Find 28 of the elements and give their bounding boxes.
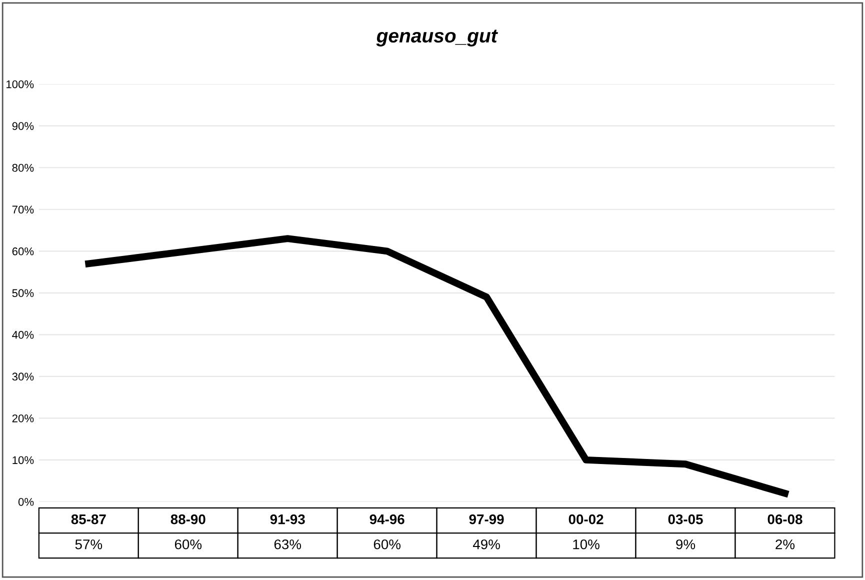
data-label: 60% [374, 539, 400, 550]
x-tick-label: 94-96 [370, 514, 404, 524]
data-label: 60% [174, 539, 202, 550]
y-tick-label: 90% [12, 122, 34, 130]
data-label: 63% [274, 539, 302, 550]
y-tick-label: 70% [12, 206, 34, 214]
x-tick-label: 97-99 [469, 514, 504, 524]
x-tick-label: 06-08 [768, 514, 802, 524]
y-tick-label: 10% [12, 456, 34, 464]
y-tick-label: 20% [12, 414, 34, 422]
y-tick-label: 30% [12, 372, 34, 381]
x-tick-label: 03-05 [668, 514, 703, 524]
data-label: 10% [573, 539, 600, 550]
y-tick-label: 60% [12, 247, 34, 256]
y-tick-label: 50% [12, 289, 34, 298]
x-tick-label: 88-90 [170, 514, 206, 524]
x-tick-label: 85-87 [71, 514, 106, 524]
data-label: 2% [776, 539, 795, 550]
data-label: 57% [75, 540, 102, 550]
data-label: 49% [472, 539, 500, 550]
y-tick-label: 80% [12, 164, 34, 172]
y-tick-label: 100% [6, 80, 34, 88]
y-tick-label: 40% [12, 330, 34, 339]
y-tick-label: 0% [18, 498, 34, 506]
chart-title: genauso_gut [376, 30, 498, 46]
data-label: 9% [676, 539, 696, 550]
x-tick-label: 00-02 [568, 514, 604, 524]
x-tick-label: 91-93 [270, 514, 305, 524]
